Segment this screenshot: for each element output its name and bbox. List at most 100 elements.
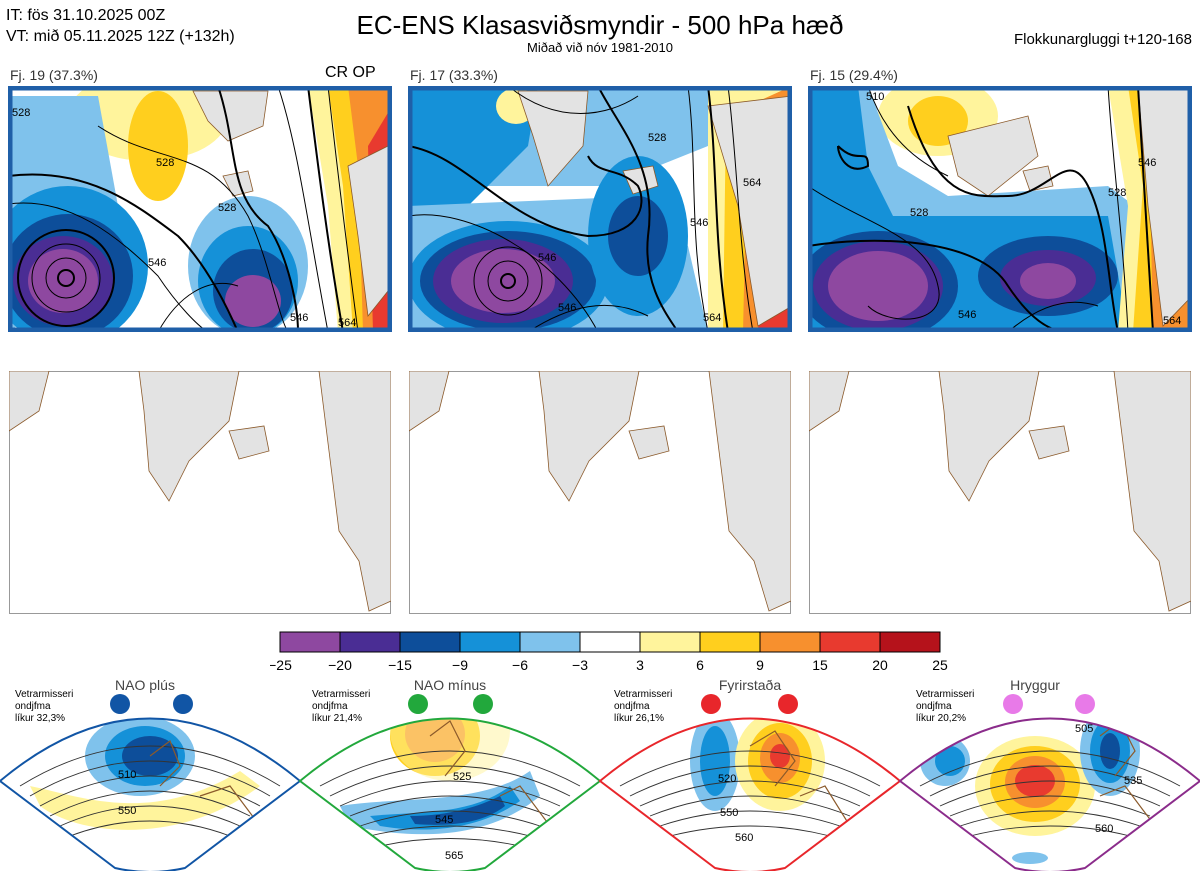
regime-blocking: Vetrarmisseri ondjfma líkur 26,1% Fyrirs…: [598, 677, 902, 871]
regime-nao-minus: Vetrarmisseri ondjfma líkur 21,4% NAO mí…: [298, 677, 602, 871]
svg-text:ondjfma: ondjfma: [15, 701, 51, 712]
regime-1-contour-label: 510: [118, 769, 136, 781]
cluster-1-frame: [8, 86, 392, 332]
regime-2-contour-label: 545: [435, 814, 453, 826]
regime-2-note: Vetrarmisseri ondjfma líkur 21,4%: [312, 689, 370, 724]
regime-2-frame: [298, 717, 602, 871]
colorbar-cell: [819, 631, 881, 653]
colorbar-tick-label: 9: [756, 657, 764, 673]
valid-time: VT: mið 05.11.2025 12Z (+132h): [6, 28, 235, 45]
svg-text:ondjfma: ondjfma: [312, 701, 348, 712]
empty-map-1: [9, 371, 391, 614]
regime-1-note: Vetrarmisseri ondjfma líkur 32,3%: [15, 689, 73, 724]
colorbar-cell: [579, 631, 641, 653]
regime-4-contour-label: 505: [1075, 723, 1093, 735]
regime-2-contour-label: 525: [453, 771, 471, 783]
colorbar-tick-label: −20: [328, 657, 352, 673]
cluster-2-contour-label: 528: [648, 132, 666, 144]
cluster-1-label: Fj. 19 (37.3%): [10, 67, 98, 83]
cluster-2-contour-label: 546: [558, 302, 576, 314]
colorbar-cell: [639, 631, 701, 653]
regime-4-marker: [1003, 694, 1023, 714]
cluster-3-contour-label: 546: [958, 309, 976, 321]
colorbar-cell: [879, 631, 941, 653]
colorbar-tick-label: −3: [572, 657, 588, 673]
cluster-2-land: [517, 90, 792, 327]
colorbar-cell: [519, 631, 581, 653]
colorbar-cell: [459, 631, 521, 653]
cluster-1-contours: [8, 86, 359, 332]
cluster-map-3: 510 528 528 546 546 564: [808, 86, 1192, 332]
cluster-2-contour-label: 564: [703, 312, 721, 324]
regime-4-marker: [1075, 694, 1095, 714]
regime-1-marker: [110, 694, 130, 714]
cluster-3-contour-labels: 510 528 528 546 546 564: [866, 91, 1181, 327]
regime-1-marker: [173, 694, 193, 714]
colorbar-tick-label: −25: [270, 657, 292, 673]
cluster-3-contour-label: 546: [1138, 157, 1156, 169]
colorbar-ticks: −25 −20 −15 −9 −6 −3 3 6 9 15 20 25: [270, 657, 948, 673]
regime-nao-plus: Vetrarmisseri ondjfma líkur 32,3% NAO pl…: [0, 677, 302, 871]
cluster-1-contour-label: 528: [218, 202, 236, 214]
cluster-1-contour-label: 528: [156, 157, 174, 169]
regime-2-marker: [473, 694, 493, 714]
cluster-3-contour-label: 564: [1163, 315, 1181, 327]
regime-row: Vetrarmisseri ondjfma líkur 32,3% NAO pl…: [0, 677, 1200, 871]
cluster-3-label: Fj. 15 (29.4%): [810, 67, 898, 83]
cluster-1-contour-label: 528: [12, 107, 30, 119]
empty-map-3: [809, 371, 1191, 614]
cluster-3-contours: [808, 86, 1154, 332]
svg-text:Vetrarmisseri: Vetrarmisseri: [916, 689, 974, 700]
regime-1-frame: [0, 717, 302, 871]
colorbar-cells: [279, 631, 941, 653]
cluster-1-contour-label: 564: [338, 317, 356, 329]
cluster-1-land: [192, 90, 392, 317]
colorbar-cell: [339, 631, 401, 653]
regime-4-title: Hryggur: [1010, 677, 1060, 693]
colorbar-tick-label: 25: [932, 657, 948, 673]
cluster-2-frame: [408, 86, 792, 332]
colorbar-cell: [759, 631, 821, 653]
colorbar-cell: [399, 631, 461, 653]
svg-text:Vetrarmisseri: Vetrarmisseri: [312, 689, 370, 700]
svg-text:Vetrarmisseri: Vetrarmisseri: [614, 689, 672, 700]
cluster-3-frame: [808, 86, 1192, 332]
colorbar-tick-label: −9: [452, 657, 468, 673]
cluster-3-contour-label: 510: [866, 91, 884, 103]
cluster-1-contour-labels: 528 528 546 546 564 528: [12, 107, 356, 329]
cluster-map-2: 528 546 564 546 546 564: [408, 86, 792, 332]
cluster-2-contour-label: 546: [690, 217, 708, 229]
cluster-1-contour-label: 546: [290, 312, 308, 324]
colorbar-tick-label: 15: [812, 657, 828, 673]
chart-subtitle: Miðað við nóv 1981-2010: [527, 40, 673, 55]
regime-ridge: Vetrarmisseri ondjfma líkur 20,2% Hryggu…: [898, 677, 1200, 871]
cluster-3-contour-label: 528: [1108, 187, 1126, 199]
svg-text:líkur 32,3%: líkur 32,3%: [15, 713, 65, 724]
svg-text:Vetrarmisseri: Vetrarmisseri: [15, 689, 73, 700]
colorbar-tick-label: 20: [872, 657, 888, 673]
regime-4-contour-label: 560: [1095, 823, 1113, 835]
regime-3-title: Fyrirstaða: [719, 677, 781, 693]
colorbar-tick-label: −15: [388, 657, 412, 673]
cluster-1-tag: CR OP: [325, 64, 376, 81]
colorbar: −25 −20 −15 −9 −6 −3 3 6 9 15 20 25: [270, 631, 948, 673]
colorbar-tick-label: 3: [636, 657, 644, 673]
cluster-2-contours: [408, 86, 754, 332]
regime-2-marker: [408, 694, 428, 714]
cluster-3-contour-label: 528: [910, 207, 928, 219]
svg-text:líkur 20,2%: líkur 20,2%: [916, 713, 966, 724]
regime-3-contour-label: 520: [718, 773, 736, 785]
cluster-2-label: Fj. 17 (33.3%): [410, 67, 498, 83]
svg-text:ondjfma: ondjfma: [916, 701, 952, 712]
init-time: IT: fös 31.10.2025 00Z: [6, 7, 166, 24]
cluster-2-contour-labels: 528 546 564 546 546 564: [538, 132, 761, 324]
colorbar-tick-label: 6: [696, 657, 704, 673]
regime-3-frame: [598, 717, 902, 871]
regime-3-marker: [778, 694, 798, 714]
header-info: IT: fös 31.10.2025 00Z VT: mið 05.11.202…: [6, 5, 235, 47]
colorbar-cell: [699, 631, 761, 653]
regime-2-title: NAO mínus: [414, 677, 486, 693]
regime-4-note: Vetrarmisseri ondjfma líkur 20,2%: [916, 689, 974, 724]
svg-text:líkur 26,1%: líkur 26,1%: [614, 713, 664, 724]
regime-1-contour-label: 550: [118, 805, 136, 817]
